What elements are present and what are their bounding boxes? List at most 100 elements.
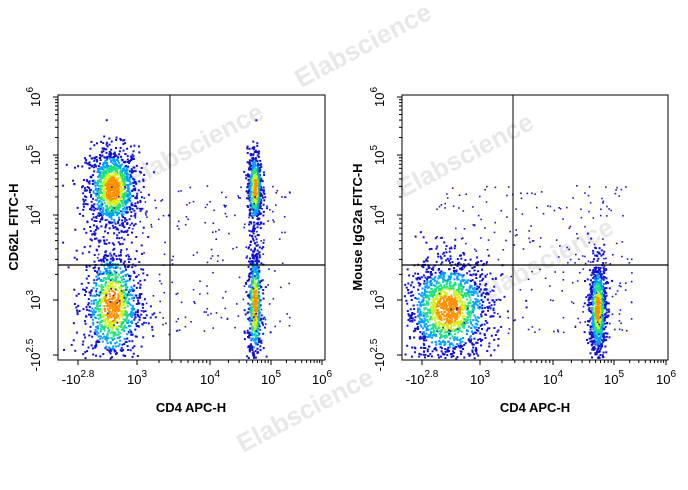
data-point: [122, 310, 125, 313]
data-point: [62, 241, 65, 244]
data-point: [119, 203, 122, 206]
data-point: [139, 293, 142, 296]
data-point: [112, 195, 115, 197]
data-point: [462, 296, 465, 299]
data-point: [248, 331, 251, 334]
data-point: [117, 202, 120, 205]
data-point: [255, 306, 258, 309]
data-point: [106, 333, 109, 336]
data-point: [436, 312, 439, 315]
data-point: [81, 185, 84, 188]
data-point: [489, 272, 492, 275]
data-point: [253, 165, 256, 168]
data-point: [491, 278, 494, 281]
data-point: [260, 308, 263, 311]
data-point: [411, 317, 414, 320]
data-point: [119, 339, 122, 342]
data-point: [259, 180, 262, 183]
data-point: [445, 282, 448, 285]
data-point: [100, 283, 103, 286]
data-point: [123, 295, 126, 297]
data-point: [94, 188, 97, 191]
data-point: [107, 201, 110, 204]
data-point: [115, 227, 118, 230]
data-point: [128, 255, 130, 258]
data-point: [92, 353, 95, 356]
data-point: [130, 211, 133, 213]
data-point: [99, 308, 102, 311]
data-point: [255, 185, 258, 188]
data-point: [487, 309, 490, 312]
data-point: [252, 179, 255, 182]
data-point: [124, 318, 127, 321]
data-point: [130, 286, 133, 289]
data-point: [423, 323, 426, 326]
data-point: [138, 261, 141, 264]
data-point: [423, 333, 426, 336]
data-point: [252, 214, 255, 217]
data-point: [111, 181, 114, 184]
data-point: [252, 312, 255, 315]
data-point: [136, 296, 139, 299]
data-point: [253, 339, 256, 342]
data-point: [425, 332, 428, 335]
data-point: [120, 305, 122, 308]
data-point: [138, 316, 141, 319]
data-point: [248, 229, 251, 232]
data-point: [73, 303, 76, 305]
data-point: [111, 207, 114, 210]
data-point: [452, 314, 455, 317]
data-point: [111, 347, 114, 350]
data-point: [112, 306, 115, 309]
data-point: [98, 241, 101, 244]
data-point: [484, 336, 487, 339]
data-point: [99, 220, 102, 223]
data-point: [259, 281, 261, 284]
data-point: [178, 329, 181, 331]
data-point: [259, 304, 262, 307]
data-point: [83, 228, 86, 231]
data-point: [110, 214, 113, 217]
data-point: [93, 331, 96, 334]
data-point: [106, 232, 109, 235]
data-point: [413, 308, 416, 311]
data-point: [114, 170, 117, 172]
data-point: [131, 340, 134, 343]
data-point: [102, 353, 105, 356]
data-point: [263, 316, 266, 319]
data-point: [125, 231, 128, 233]
data-point: [420, 325, 423, 328]
data-point: [123, 197, 126, 200]
data-point: [130, 289, 133, 291]
data-point: [111, 278, 114, 281]
data-point: [423, 339, 425, 342]
data-point: [135, 236, 138, 238]
data-point: [419, 310, 422, 313]
data-point: [121, 204, 124, 207]
data-point: [116, 337, 119, 340]
data-point: [136, 192, 139, 195]
data-point: [116, 280, 119, 283]
data-point: [248, 208, 251, 211]
data-point: [481, 268, 483, 271]
data-point: [134, 223, 137, 226]
data-point: [90, 140, 93, 143]
data-point: [118, 216, 120, 219]
data-point: [257, 292, 260, 295]
data-point: [92, 321, 95, 324]
data-point: [122, 278, 125, 281]
data-point: [100, 184, 103, 187]
data-point: [139, 199, 142, 202]
data-point: [89, 238, 92, 241]
data-point: [251, 205, 254, 208]
data-point: [117, 222, 120, 225]
data-point: [453, 333, 456, 336]
data-point: [255, 296, 258, 299]
data-point: [129, 258, 132, 261]
data-point: [110, 176, 113, 179]
data-point: [132, 166, 135, 169]
data-point: [95, 220, 98, 223]
data-point: [488, 301, 491, 304]
data-point: [108, 293, 111, 295]
data-point: [76, 311, 79, 314]
